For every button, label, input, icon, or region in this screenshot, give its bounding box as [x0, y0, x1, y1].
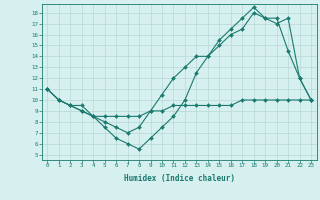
X-axis label: Humidex (Indice chaleur): Humidex (Indice chaleur) — [124, 174, 235, 183]
